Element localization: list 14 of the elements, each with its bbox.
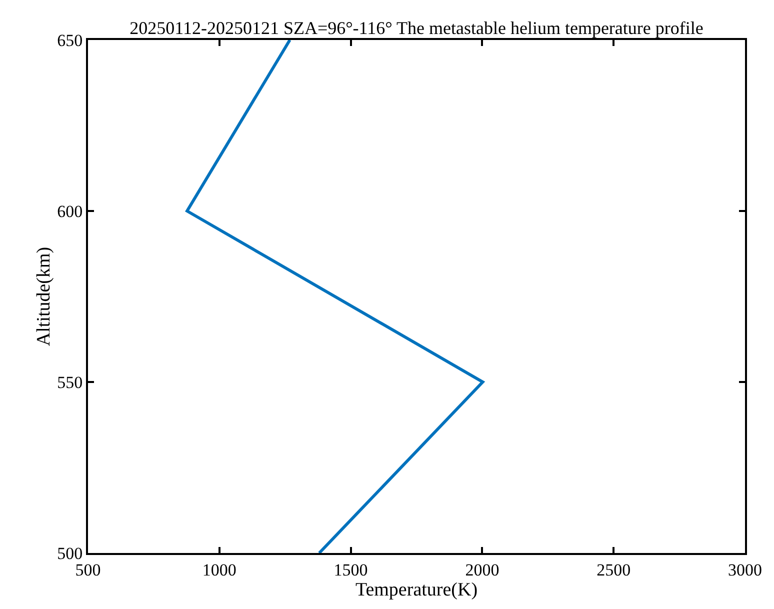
x-tick-label: 2000 xyxy=(465,560,500,580)
y-tick-label: 600 xyxy=(57,202,83,221)
x-tick-label: 1000 xyxy=(202,560,236,580)
y-axis-title: Altitude(km) xyxy=(33,246,54,346)
y-tick-label: 650 xyxy=(57,30,83,50)
line-series xyxy=(186,40,484,553)
x-tick-label: 2500 xyxy=(596,560,631,580)
x-tick-label: 500 xyxy=(75,560,101,580)
x-tick-label: 3000 xyxy=(728,560,762,580)
y-tick-label: 550 xyxy=(57,372,83,392)
chart-title: 20250112-20250121 SZA=96°-116° The metastable helium temperature profile xyxy=(130,18,704,38)
y-tick-label: 500 xyxy=(57,544,83,563)
x-tick-label: 1500 xyxy=(334,560,368,580)
x-axis-title: Temperature(K) xyxy=(355,580,478,601)
